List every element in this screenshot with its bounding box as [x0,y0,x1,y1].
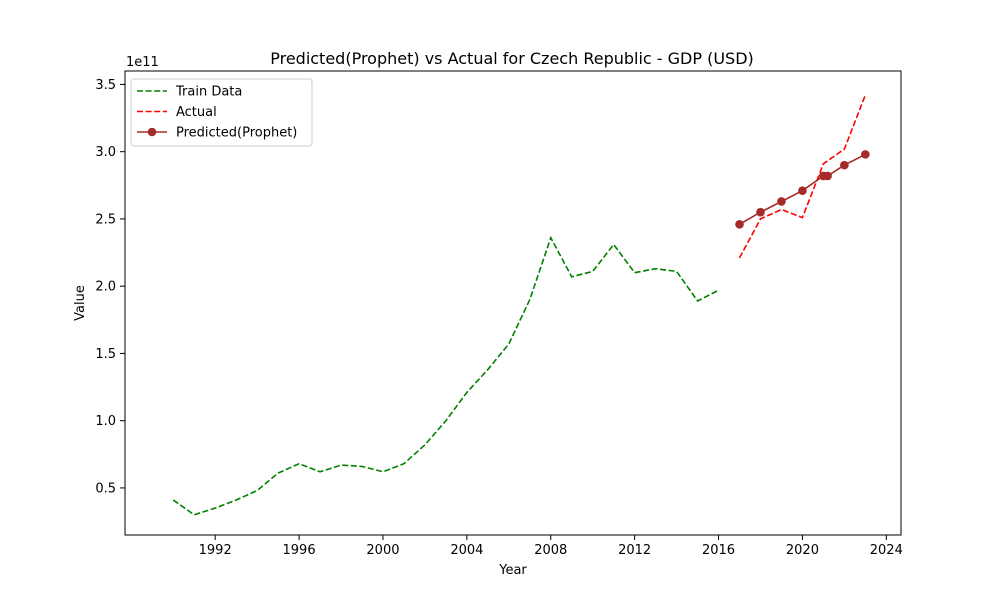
y-axis-label: Value [73,285,88,321]
data-point [840,160,849,170]
series-line-train-data [172,235,719,516]
y-tick-label: 2.5 [95,212,116,227]
data-point [735,220,744,229]
data-point [756,207,765,217]
x-tick-label: 2008 [534,543,567,558]
series-layer [172,94,870,516]
x-axis-label: Year [498,563,527,578]
plot-frame [124,70,902,536]
y-tick-label: 3.5 [95,78,116,93]
y-tick-label: 3.0 [95,145,116,160]
y-axis: 0.5 1.0 1.5 2.0 2.5 3.0 3.5 [95,78,125,496]
chart-title: Predicted(Prophet) vs Actual for Czech R… [270,49,754,68]
x-tick-label: 1992 [199,543,232,558]
data-point [861,150,870,159]
x-tick-label: 2004 [450,543,483,558]
legend-label: Predicted(Prophet) [176,126,297,141]
y-tick-label: 1.0 [95,414,116,429]
legend-marker [147,127,157,137]
data-point [798,186,807,195]
data-point [823,171,832,181]
plot-area [124,70,902,536]
x-tick-label: 2012 [618,543,651,558]
y-tick-label: 2.0 [95,280,116,295]
y-tick-label: 0.5 [95,481,116,496]
x-axis: 1992 1996 2000 2004 2008 2012 2016 2020 2024 [199,535,903,558]
legend-label: Train Data [175,85,242,100]
y-tick-label: 1.5 [95,347,116,362]
legend-box [130,78,313,147]
x-tick-label: 1996 [283,543,316,558]
x-tick-label: 2016 [702,543,735,558]
x-tick-label: 2024 [870,543,903,558]
y-offset-label: 1e11 [126,55,159,70]
series-line-actual [738,94,867,259]
legend-label: Actual [176,105,217,120]
x-tick-label: 2000 [366,543,399,558]
legend: Train Data Actual Predicted(Prophet) [130,78,313,147]
x-tick-label: 2020 [786,543,819,558]
data-point [777,197,786,206]
